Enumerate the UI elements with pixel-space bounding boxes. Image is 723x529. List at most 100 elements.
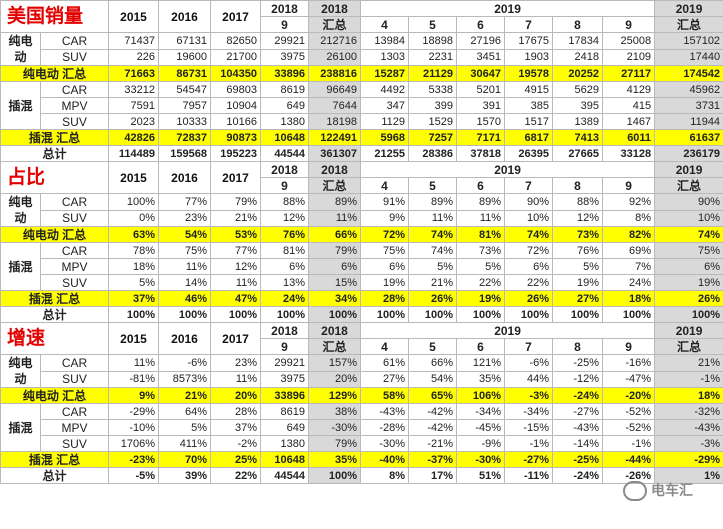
value-cell: -30% <box>360 435 410 452</box>
value-cell: 35% <box>456 370 506 388</box>
month-header: 9 <box>260 338 310 355</box>
value-cell: 18898 <box>408 32 458 50</box>
value-cell: -24% <box>552 467 604 484</box>
month-header: 9 <box>260 16 310 33</box>
value-cell: 65% <box>408 387 458 404</box>
value-cell: 649 <box>260 97 310 114</box>
value-cell: -25% <box>552 451 604 468</box>
value-cell: 6817 <box>504 129 554 146</box>
value-cell: 1517 <box>504 113 554 130</box>
year-header: 2017 <box>210 322 262 355</box>
sum-cell: -32% <box>654 403 723 420</box>
value-cell: 100% <box>158 306 212 323</box>
value-cell: 51% <box>456 467 506 484</box>
sum-cell: 26% <box>654 290 723 307</box>
value-cell: 78% <box>108 242 160 259</box>
value-cell: 5% <box>158 419 212 436</box>
value-cell: -29% <box>108 403 160 420</box>
value-cell: 72% <box>360 226 410 243</box>
value-cell: 42826 <box>108 129 160 146</box>
value-cell: 27% <box>552 290 604 307</box>
sum-cell: 21% <box>654 354 723 372</box>
value-cell: 100% <box>360 306 410 323</box>
value-cell: 44% <box>504 370 554 388</box>
value-cell: 1380 <box>260 435 310 452</box>
value-cell: 114489 <box>108 145 160 162</box>
sum-header: 2018 <box>308 322 362 339</box>
value-cell: 9% <box>108 387 160 404</box>
value-cell: 226 <box>108 48 160 66</box>
value-cell: 1129 <box>360 113 410 130</box>
value-cell: 1570 <box>456 113 506 130</box>
value-cell: 74% <box>408 226 458 243</box>
value-cell: 6% <box>360 258 410 275</box>
value-cell: 10648 <box>260 129 310 146</box>
month-header: 4 <box>360 16 410 33</box>
sum-header: 2018 <box>308 0 362 17</box>
value-cell: -6% <box>504 354 554 372</box>
value-cell: -27% <box>552 403 604 420</box>
value-cell: 30647 <box>456 65 506 82</box>
value-cell: 26% <box>408 290 458 307</box>
value-cell: 7257 <box>408 129 458 146</box>
value-cell: 6011 <box>602 129 656 146</box>
value-cell: -47% <box>602 370 656 388</box>
sum-cell: 17440 <box>654 48 723 66</box>
value-cell: 71437 <box>108 32 160 50</box>
table-row: 插混 汇总 37% 46% 47% 24% 34% 28% 26% 19% 26% 27% 18% 26… <box>0 290 723 307</box>
month-header: 9 <box>260 177 310 194</box>
sum-cell: 100% <box>308 306 362 323</box>
table-row: 纯电动 CAR 71437 67131 82650 29921 212716 13984 188… <box>0 32 723 66</box>
month-header: 9 <box>602 177 656 194</box>
sum-sub-header: 汇总 <box>308 338 362 355</box>
value-cell: 100% <box>552 306 604 323</box>
section-title: 占比 <box>0 161 110 194</box>
value-cell: 411% <box>158 435 212 452</box>
sum-cell: 6% <box>308 258 362 275</box>
value-cell: 195223 <box>210 145 262 162</box>
value-cell: 29921 <box>260 32 310 50</box>
value-cell: 92% <box>602 193 656 211</box>
sum-cell: 157% <box>308 354 362 372</box>
sum-cell: 7644 <box>308 97 362 114</box>
sum-cell: 11% <box>308 209 362 227</box>
header-row: 9 汇总 4 5 6 7 8 9 汇总 <box>1 338 723 355</box>
row-label: 纯电动 汇总 <box>0 65 110 82</box>
row-label: 总计 <box>0 306 110 323</box>
value-cell: 33128 <box>602 145 656 162</box>
sum-cell: 238816 <box>308 65 362 82</box>
sum-cell: 122491 <box>308 129 362 146</box>
year-header: 2019 <box>360 0 656 17</box>
value-cell: 399 <box>408 97 458 114</box>
value-cell: 23% <box>210 354 262 372</box>
sub-label: CAR <box>39 242 110 259</box>
table-row: 插混 汇总 42826 72837 90873 10648 122491 5968 7257 7… <box>0 129 723 146</box>
month-header: 5 <box>408 338 458 355</box>
sub-label: CAR <box>39 403 110 420</box>
sum-cell: 89% <box>308 193 362 211</box>
value-cell: 76% <box>552 242 604 259</box>
value-cell: 13% <box>260 274 310 291</box>
value-cell: -43% <box>552 419 604 436</box>
value-cell: -9% <box>456 435 506 452</box>
sum-cell: 79% <box>308 435 362 452</box>
sum-cell: 129% <box>308 387 362 404</box>
value-cell: 25% <box>210 451 262 468</box>
value-cell: 74% <box>504 226 554 243</box>
value-cell: 2418 <box>552 48 604 66</box>
value-cell: 100% <box>408 306 458 323</box>
value-cell: 61% <box>360 354 410 372</box>
value-cell: 79% <box>210 193 262 211</box>
table-row: 纯电动 汇总 9% 21% 20% 33896 129% 58% 65% 106% -3% -24%… <box>0 387 723 404</box>
value-cell: 649 <box>260 419 310 436</box>
value-cell: 66% <box>408 354 458 372</box>
sub-label: MPV <box>39 97 110 114</box>
value-cell: 1903 <box>504 48 554 66</box>
value-cell: 2023 <box>108 113 160 130</box>
value-cell: 27117 <box>602 65 656 82</box>
sum-cell: 100% <box>308 467 362 484</box>
header-row: 9 汇总 4 5 6 7 8 9 汇总 <box>1 16 723 33</box>
value-cell: 10333 <box>158 113 212 130</box>
value-cell: 37% <box>210 419 262 436</box>
sum-cell: 66% <box>308 226 362 243</box>
